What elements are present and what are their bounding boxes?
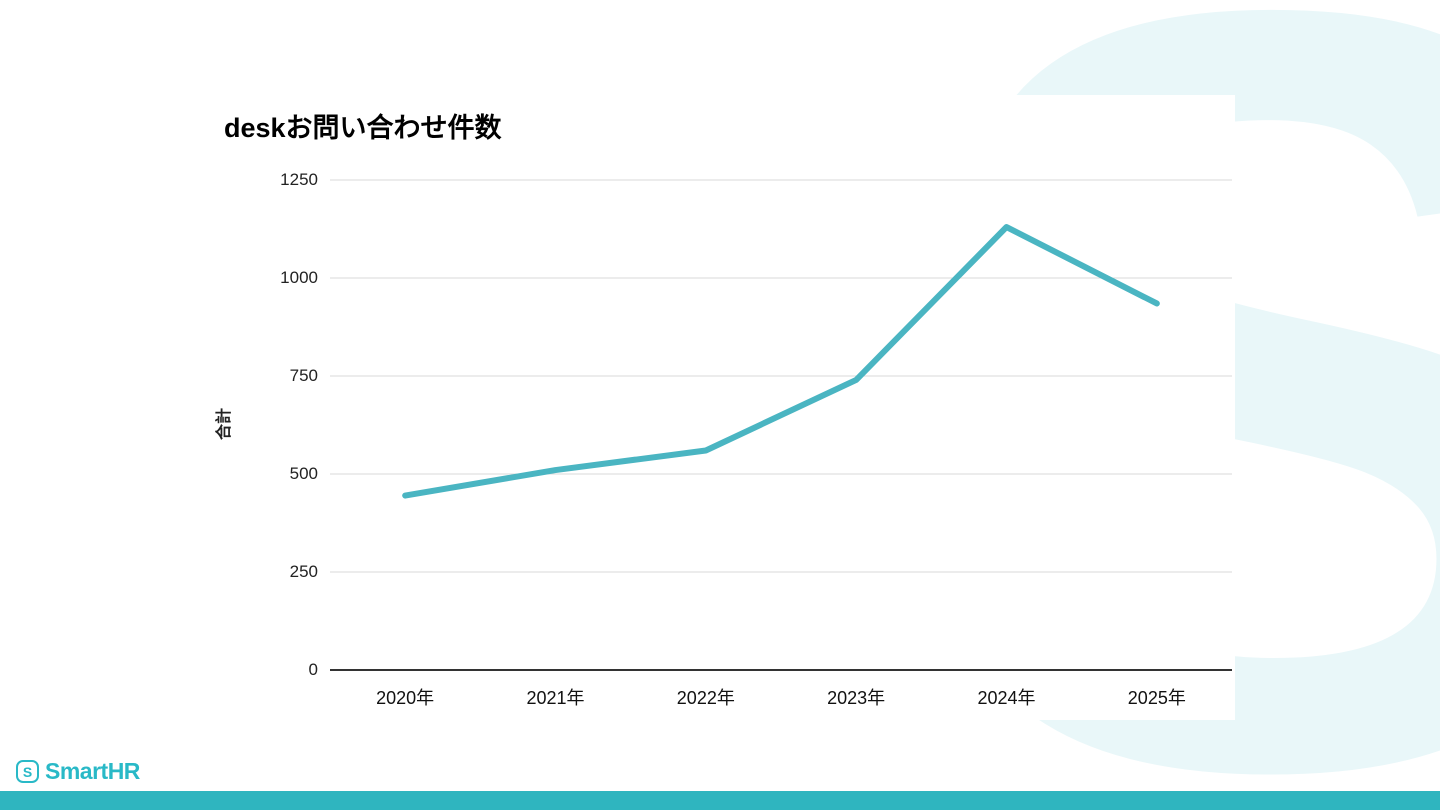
smarthr-logo-text: SmartHR (45, 758, 140, 784)
chart-title: deskお問い合わせ件数 (224, 113, 502, 143)
chart-background (215, 95, 1235, 720)
smarthr-logo-icon: S (16, 760, 39, 783)
y-tick-label: 0 (308, 660, 318, 679)
x-tick-label: 2025年 (1127, 688, 1186, 708)
y-tick-label: 1250 (280, 170, 318, 189)
y-tick-label: 750 (289, 366, 318, 385)
y-tick-label: 250 (289, 562, 318, 581)
x-tick-label: 2023年 (827, 688, 886, 708)
plot-area (330, 179, 1232, 671)
x-tick-label: 2021年 (526, 688, 585, 708)
x-tick-label: 2024年 (977, 688, 1036, 708)
series-line-total (402, 224, 1160, 499)
x-tick-label: 2022年 (676, 688, 735, 708)
y-axis-title: 合計 (216, 407, 234, 441)
smarthr-logo: S SmartHR (16, 758, 140, 785)
bottom-accent-bar (0, 791, 1440, 810)
y-tick-label: 500 (289, 464, 318, 483)
y-tick-label: 1000 (280, 268, 318, 287)
x-tick-label: 2020年 (376, 688, 435, 708)
